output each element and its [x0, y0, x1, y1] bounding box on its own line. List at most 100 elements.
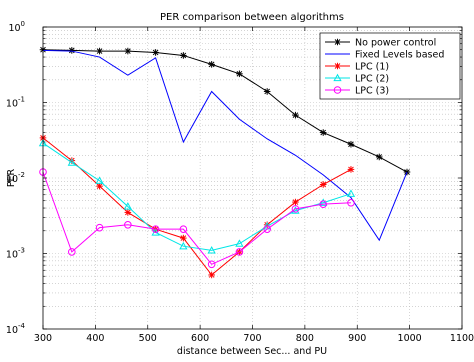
- marker-stroke: [320, 129, 327, 136]
- data-point: [68, 47, 76, 54]
- data-point: [67, 158, 76, 166]
- legend-label: LPC (3): [355, 86, 389, 97]
- x-tick-label: 500: [139, 333, 157, 344]
- marker-stroke: [68, 47, 75, 54]
- grid: [43, 27, 462, 329]
- marker-stroke: [264, 88, 270, 95]
- marker-stroke: [180, 52, 187, 59]
- x-tick-label: 300: [34, 333, 52, 344]
- legend-item-lpc-1: LPC (1): [325, 62, 389, 73]
- marker-stroke: [96, 48, 103, 54]
- legend-swatch-marker: [334, 38, 341, 46]
- data-point: [179, 225, 188, 233]
- data-point: [152, 49, 159, 56]
- series-line-fixed-levels-based: [42, 49, 408, 242]
- data-point: [180, 234, 187, 242]
- y-tick-label: 100: [8, 20, 25, 34]
- data-point: [235, 239, 244, 247]
- data-point: [319, 198, 328, 206]
- legend-item-fixed-levels-based: Fixed Levels based: [325, 50, 444, 61]
- data-point: [123, 202, 132, 210]
- legend-label: No power control: [355, 38, 436, 49]
- legend-label: LPC (2): [355, 74, 389, 85]
- marker-stroke: [152, 49, 159, 56]
- marker-stroke: [334, 63, 341, 69]
- series-layer: [38, 46, 411, 279]
- data-point: [292, 111, 299, 119]
- series-line-lpc-2: [42, 142, 352, 251]
- y-tick-label: 10-3: [6, 247, 25, 261]
- data-point: [95, 176, 104, 184]
- data-point: [319, 129, 327, 136]
- marker-stroke: [125, 48, 131, 54]
- x-tick-label: 800: [296, 333, 314, 344]
- data-point: [292, 198, 299, 206]
- data-point: [95, 223, 104, 232]
- data-point: [124, 220, 132, 229]
- data-point: [263, 88, 271, 95]
- data-point: [208, 61, 215, 68]
- series-line-lpc-1: [42, 137, 352, 276]
- marker-stroke: [320, 181, 327, 188]
- data-point: [346, 189, 356, 197]
- marker-stroke: [334, 39, 341, 45]
- data-point: [180, 52, 187, 59]
- x-axis-label: distance between Sec... and PU: [177, 346, 327, 357]
- marker-stroke: [348, 141, 354, 148]
- data-point: [179, 241, 188, 250]
- legend-label: LPC (1): [355, 62, 389, 73]
- data-point: [124, 209, 132, 216]
- data-point: [347, 198, 355, 207]
- series-lpc-3: [39, 168, 355, 269]
- legend-swatch-marker: [333, 73, 342, 82]
- data-point: [319, 181, 327, 188]
- x-tick-label: 900: [348, 333, 366, 344]
- data-point: [236, 70, 243, 78]
- series-line-no-power-control: [42, 49, 408, 173]
- data-point: [207, 246, 216, 254]
- x-tick-label: 600: [191, 333, 209, 344]
- x-tick-label: 400: [86, 333, 104, 344]
- data-point: [347, 166, 355, 173]
- data-point: [96, 47, 103, 55]
- marker-stroke: [208, 272, 215, 278]
- data-point: [375, 153, 383, 161]
- series-no-power-control: [39, 46, 411, 176]
- series-line-lpc-3: [42, 171, 351, 265]
- marker-stroke: [348, 166, 354, 173]
- y-tick-label: 10-1: [6, 96, 25, 110]
- legend-item-no-power-control: No power control: [325, 38, 436, 49]
- y-tick-label: 10-4: [6, 322, 26, 336]
- marker-stroke: [125, 209, 131, 216]
- data-point: [96, 182, 103, 190]
- data-point: [208, 271, 215, 279]
- series-lpc-1: [39, 134, 355, 279]
- marker-stroke: [96, 183, 103, 189]
- legend-swatch-marker: [334, 62, 341, 70]
- legend-item-lpc-3: LPC (3): [325, 86, 389, 97]
- data-point: [235, 248, 244, 256]
- marker-stroke: [208, 61, 215, 68]
- ticks: 300 400 500 600 700 800 900 1000 1100 10-4 10-3 10-…: [6, 20, 474, 344]
- data-point: [263, 225, 271, 233]
- x-tick-label: 1100: [450, 333, 474, 344]
- data-point: [319, 200, 328, 208]
- x-tick-label: 700: [243, 333, 261, 344]
- marker-stroke: [292, 112, 299, 118]
- legend-swatch-marker: [333, 86, 342, 94]
- data-point: [151, 225, 160, 233]
- x-tick-label: 1000: [398, 333, 422, 344]
- y-tick-label: 10-2: [6, 171, 25, 185]
- data-point: [124, 47, 132, 55]
- series-fixed-levels-based: [42, 49, 408, 242]
- legend-item-lpc-2: LPC (2): [325, 74, 389, 85]
- legend-label: Fixed Levels based: [355, 50, 444, 61]
- marker-stroke: [376, 154, 383, 160]
- marker-stroke: [180, 235, 187, 241]
- marker-stroke: [236, 70, 243, 77]
- marker-stroke: [292, 199, 299, 205]
- data-point: [68, 248, 76, 256]
